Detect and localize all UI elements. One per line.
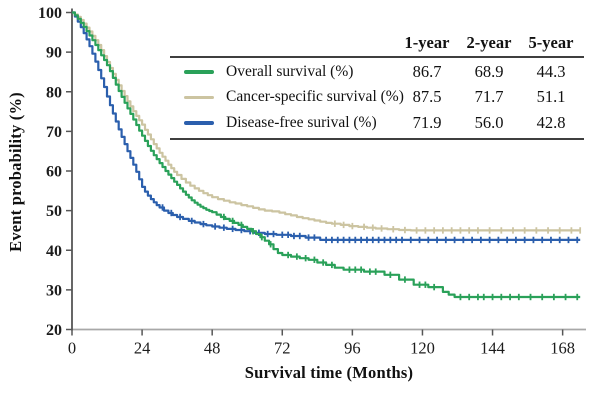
y-tick-label: 40 bbox=[46, 243, 62, 260]
x-tick-label: 48 bbox=[204, 339, 221, 358]
legend-value-2year: 71.7 bbox=[474, 87, 504, 107]
legend-value-1year: 87.5 bbox=[412, 87, 442, 107]
x-tick-label: 168 bbox=[550, 339, 575, 358]
legend-body: Overall survival (%) 86.7 68.9 44.3 Canc… bbox=[170, 56, 584, 140]
y-tick-label: 30 bbox=[46, 282, 62, 299]
x-tick-label: 96 bbox=[344, 339, 361, 358]
y-tick-label: 20 bbox=[46, 322, 62, 339]
legend-label: Overall survival (%) bbox=[226, 62, 354, 80]
x-tick-label: 120 bbox=[410, 339, 435, 358]
x-axis-title: Survival time (Months) bbox=[244, 363, 414, 382]
legend-label: Cancer-specific survival (%) bbox=[226, 88, 404, 106]
x-tick-label: 144 bbox=[480, 339, 505, 358]
survival-curve bbox=[72, 11, 581, 241]
legend-table: 1-year 2-year 5-year Overall survival (%… bbox=[170, 29, 584, 140]
legend-col-header-2year: 2-year bbox=[466, 32, 512, 52]
legend-value-5year: 42.8 bbox=[536, 112, 566, 132]
y-tick-label: 100 bbox=[38, 5, 62, 22]
legend-value-2year: 68.9 bbox=[474, 61, 504, 81]
legend-label: Disease-free surival (%) bbox=[226, 113, 377, 131]
legend-value-5year: 51.1 bbox=[536, 87, 566, 107]
legend-value-1year: 71.9 bbox=[412, 112, 442, 132]
legend-col-header-5year: 5-year bbox=[528, 32, 574, 52]
disease-free-survival-color-swatch bbox=[184, 121, 214, 125]
series-overall-survival bbox=[72, 11, 581, 301]
x-tick-label: 24 bbox=[134, 339, 151, 358]
legend-row-cancer-specific-survival: Cancer-specific survival (%) 87.5 71.7 5… bbox=[170, 85, 584, 111]
survival-curve bbox=[72, 11, 581, 299]
legend-value-5year: 44.3 bbox=[536, 61, 566, 81]
series-disease-free-survival bbox=[72, 11, 581, 244]
cancer-specific-survival-color-swatch bbox=[184, 95, 214, 100]
y-tick-label: 50 bbox=[46, 203, 62, 220]
x-tick-label: 0 bbox=[68, 339, 76, 358]
y-tick-label: 90 bbox=[46, 45, 62, 62]
y-tick-label: 80 bbox=[46, 84, 62, 101]
y-tick-label: 60 bbox=[46, 164, 62, 181]
legend-value-2year: 56.0 bbox=[474, 112, 504, 132]
legend-value-1year: 86.7 bbox=[412, 61, 442, 81]
legend-row-disease-free-survival: Disease-free surival (%) 71.9 56.0 42.8 bbox=[170, 110, 584, 136]
legend-col-header-1year: 1-year bbox=[404, 32, 450, 52]
y-tick-label: 70 bbox=[46, 124, 62, 141]
overall-survival-color-swatch bbox=[184, 70, 214, 74]
legend-header-row: 1-year 2-year 5-year bbox=[170, 29, 584, 56]
x-tick-label: 72 bbox=[274, 339, 291, 358]
axes: 100 90 80 70 60 50 40 30 20 0 24 48 72 96 120 144 168 bbox=[38, 5, 586, 358]
legend-row-overall-survival: Overall survival (%) 86.7 68.9 44.3 bbox=[170, 59, 584, 85]
y-axis-title: Event probability (%) bbox=[6, 92, 25, 252]
